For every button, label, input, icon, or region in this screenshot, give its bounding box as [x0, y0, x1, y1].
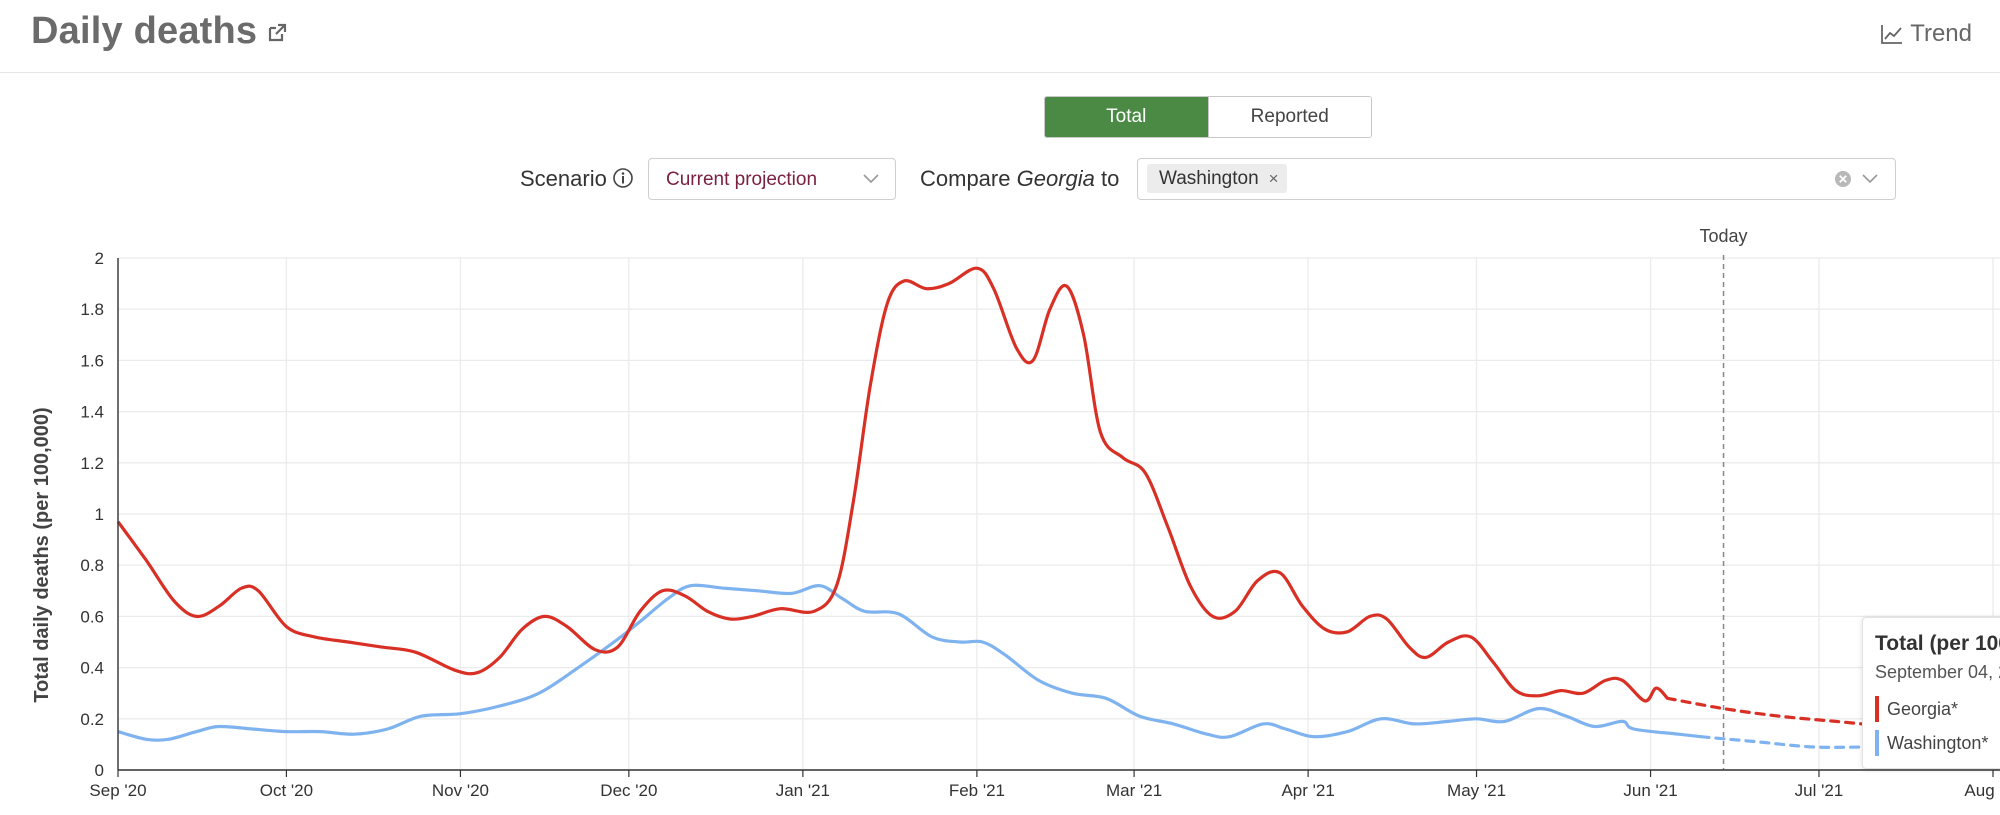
x-tick-label: Jun '21	[1623, 781, 1677, 800]
x-tick-label: Nov '20	[432, 781, 489, 800]
georgia-projection-line	[1665, 696, 1995, 734]
x-tick-label: May '21	[1447, 781, 1506, 800]
washington-swatch	[1875, 730, 1879, 756]
y-tick-label: 1.6	[80, 351, 104, 370]
scenario-label: Scenario	[520, 166, 607, 191]
y-tick-label: 1	[95, 505, 104, 524]
scenario-select[interactable]: Current projection	[648, 158, 896, 200]
x-tick-label: Jul '21	[1795, 781, 1844, 800]
today-label: Today	[1700, 226, 1748, 246]
compare-chip-label: Washington	[1159, 167, 1259, 189]
header-bar: Daily deaths Trend	[0, 0, 2000, 73]
x-tick-label: Dec '20	[600, 781, 657, 800]
tooltip-item-georgia: Georgia*	[1875, 696, 1958, 722]
tab-reported[interactable]: Reported	[1207, 97, 1371, 137]
series-lines	[116, 266, 1995, 749]
tab-total[interactable]: Total	[1045, 97, 1208, 137]
trend-button[interactable]: Trend	[1880, 20, 1972, 48]
axes: 0 0.2 0.4 0.6 0.8 1 1.2 1.4 1.6 1.8 2 Sep '20 Oct '2…	[80, 249, 2000, 800]
x-tick-label: Jan '21	[776, 781, 830, 800]
x-tick-label: Sep '20	[89, 781, 146, 800]
tooltip-item-label: Georgia*	[1887, 698, 1959, 719]
compare-select[interactable]: Washington ×	[1137, 158, 1896, 200]
compare-location: Georgia	[1016, 166, 1095, 191]
chart-tooltip: Total (per 100,000) September 04, 2021 G…	[1862, 617, 2000, 769]
grid	[117, 257, 2000, 771]
x-tick-label: Aug '21	[1964, 781, 2000, 800]
compare-chip: Washington ×	[1147, 164, 1287, 193]
georgia-series-line	[116, 266, 1669, 703]
y-tick-label: 0.4	[80, 659, 104, 678]
y-tick-label: 0.8	[80, 556, 104, 575]
info-icon[interactable]	[612, 167, 634, 189]
trend-icon	[1881, 25, 1903, 44]
y-tick-label: 1.2	[80, 454, 104, 473]
y-tick-label: 2	[95, 249, 104, 268]
chart-controls: Scenario Current projection Compare Geor…	[0, 158, 2000, 200]
y-tick-label: 0	[95, 761, 104, 780]
page-title: Daily deaths	[31, 10, 258, 52]
x-tick-label: Mar '21	[1106, 781, 1162, 800]
y-axis-label: Total daily deaths (per 100,000)	[31, 407, 53, 702]
tooltip-date: September 04, 2021	[1875, 662, 2000, 682]
y-tick-label: 1.4	[80, 403, 104, 422]
clear-icon[interactable]	[1834, 170, 1852, 188]
chevron-down-icon[interactable]	[1862, 174, 1878, 184]
georgia-swatch	[1875, 696, 1879, 722]
y-tick-label: 1.8	[80, 300, 104, 319]
compare-label: Compare Georgia to	[920, 166, 1119, 192]
x-tick-label: Apr '21	[1281, 781, 1334, 800]
chevron-down-icon	[863, 174, 879, 184]
tooltip-item-washington: Washington*	[1875, 730, 1988, 756]
x-tick-label: Feb '21	[949, 781, 1005, 800]
daily-deaths-chart: Today 0 0.2 0.4 0.6 0.8 1 1.2 1.4 1.6 1.8 2 Sep '20…	[31, 226, 2000, 800]
x-tick-label: Oct '20	[260, 781, 313, 800]
metric-toggle: Total Reported	[1044, 96, 1372, 138]
chip-remove-icon[interactable]: ×	[1268, 168, 1279, 188]
washington-series-line	[117, 583, 1702, 742]
washington-projection-line	[1699, 735, 1995, 749]
tooltip-item-label: Washington*	[1887, 732, 1989, 753]
y-tick-label: 0.6	[80, 607, 104, 626]
today-marker: Today	[1700, 226, 1748, 770]
compare-suffix: to	[1101, 166, 1120, 191]
scenario-select-value: Current projection	[666, 169, 818, 190]
external-link-icon[interactable]	[266, 22, 288, 44]
trend-label: Trend	[1910, 20, 1972, 47]
compare-prefix: Compare	[920, 166, 1011, 191]
tooltip-title: Total (per 100,000)	[1875, 632, 2000, 655]
y-tick-label: 0.2	[80, 710, 104, 729]
